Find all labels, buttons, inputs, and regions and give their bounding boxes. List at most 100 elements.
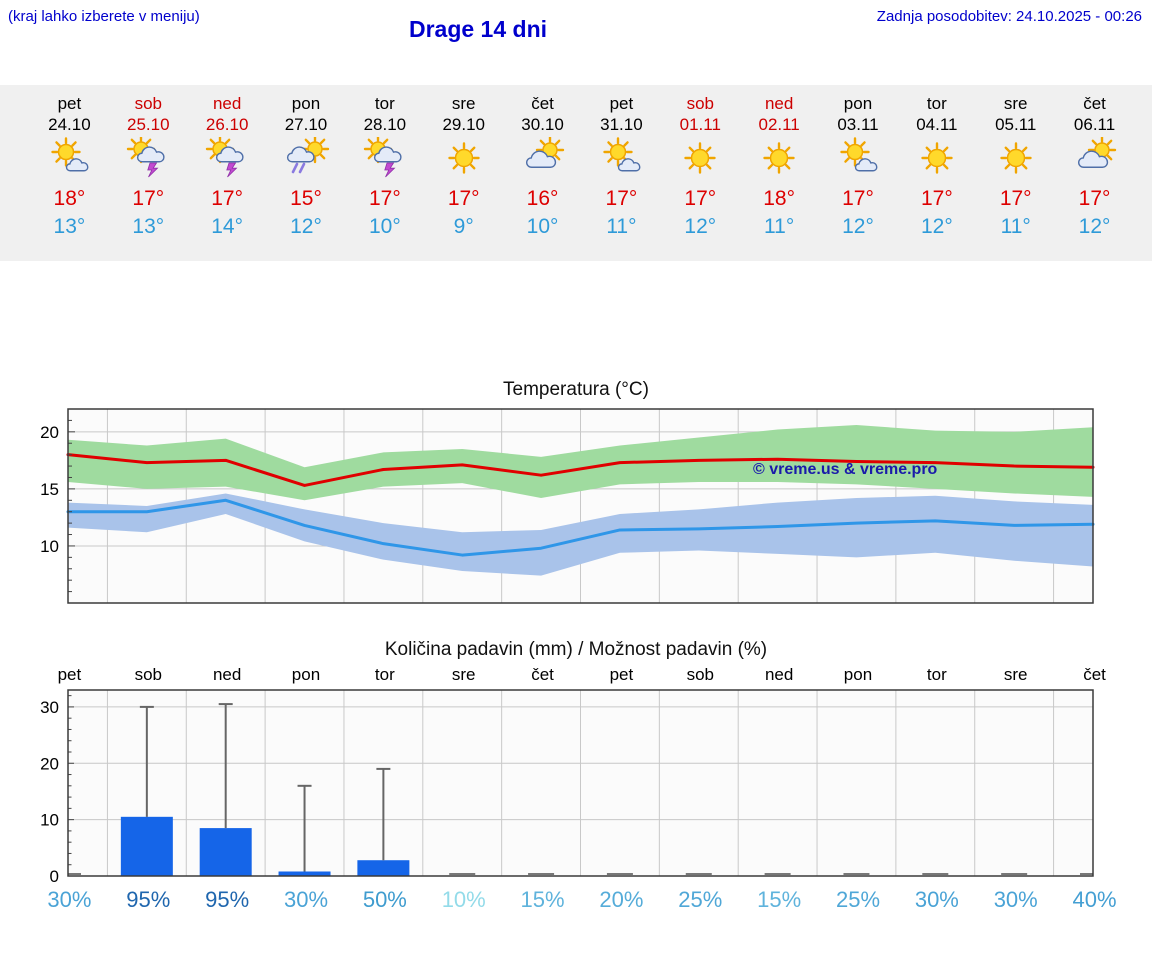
day-weather-icon-slot — [897, 137, 976, 181]
forecast-day: sre 05.11 17° 11° — [976, 93, 1055, 239]
precip-day-label: sre — [451, 665, 476, 684]
day-weather-icon-slot — [345, 137, 424, 181]
day-temp-max: 17° — [132, 187, 165, 210]
day-temp-min: 12° — [920, 215, 953, 238]
day-name: pet — [609, 94, 634, 113]
day-weather-icon-slot — [30, 137, 109, 181]
forecast-day: tor 28.10 17° 10° — [345, 93, 424, 239]
day-temp-min: 12° — [842, 215, 874, 238]
day-temp-min: 14° — [211, 215, 244, 238]
day-temp-max: 17° — [447, 187, 480, 210]
day-weather-icon-slot — [819, 137, 898, 181]
forecast-day: pet 31.10 17° 11° — [582, 93, 661, 239]
day-temp-min: 11° — [1000, 215, 1031, 238]
precip-probability-label: 30% — [914, 887, 959, 912]
day-weather-icon-slot — [267, 137, 346, 181]
day-weather-icon-slot — [740, 137, 819, 181]
thunderstorm-icon — [363, 137, 402, 178]
precipitation-chart: 0 10 20 30 — [40, 689, 1094, 883]
day-name: čet — [531, 94, 554, 113]
precip-day-label: čet — [1083, 665, 1106, 684]
day-date: 01.11 — [679, 115, 721, 134]
sun-small-cloud-icon — [840, 137, 878, 172]
day-date: 04.11 — [916, 115, 958, 134]
precip-probability-label: 15% — [520, 887, 565, 912]
precip-probability-label: 20% — [599, 887, 644, 912]
partly-cloudy-icon — [525, 137, 564, 168]
day-weather-icon-slot — [976, 137, 1055, 181]
precip-probability-label: 10% — [441, 887, 486, 912]
day-name: sre — [1003, 94, 1028, 113]
day-temp-min: 12° — [684, 215, 717, 238]
precip-day-label: sre — [1003, 665, 1028, 684]
day-temp-max: 17° — [920, 187, 953, 210]
precip-probability-label: 15% — [757, 887, 802, 912]
precip-day-label: sob — [686, 665, 714, 684]
precip-probability-label: 25% — [678, 887, 723, 912]
day-temp-max: 16° — [526, 187, 559, 210]
temperature-chart-title: Temperatura (°C) — [503, 379, 649, 400]
day-temp-max: 17° — [1078, 187, 1111, 210]
sunny-icon — [684, 142, 716, 174]
partly-cloudy-icon — [1077, 137, 1116, 168]
precip-probability-label: 95% — [126, 887, 171, 912]
sunny-icon — [1000, 142, 1032, 174]
day-weather-icon-slot — [424, 137, 503, 181]
day-weather-icon-slot — [582, 137, 661, 181]
precip-probability-label: 25% — [835, 887, 881, 912]
thunderstorm-icon — [205, 137, 244, 178]
precip-day-label: pon — [291, 665, 321, 684]
forecast-day: ned 02.11 18° 11° — [740, 93, 819, 239]
day-temp-min: 11° — [606, 215, 637, 238]
day-date: 25.10 — [127, 115, 170, 134]
day-temp-max: 17° — [211, 187, 244, 210]
day-temp-min: 11° — [764, 215, 795, 238]
day-weather-icon-slot — [109, 137, 188, 181]
day-temp-min: 10° — [368, 215, 401, 238]
svg-text:10: 10 — [40, 537, 59, 556]
precip-day-label: tor — [374, 665, 395, 684]
svg-text:30: 30 — [40, 698, 59, 717]
sun-small-cloud-icon — [51, 137, 89, 172]
thunderstorm-icon — [127, 137, 165, 178]
forecast-day: ned 26.10 17° 14° — [188, 93, 267, 239]
sun-small-cloud-icon — [603, 137, 641, 172]
day-date: 29.10 — [442, 115, 485, 134]
day-name: sob — [686, 94, 714, 113]
forecast-strip: pet 24.10 18° 13° sob 25.10 17° 13° ned 26.10 17° 1… — [0, 85, 1152, 261]
forecast-day: pon 27.10 15° 12° — [267, 93, 346, 239]
day-date: 03.11 — [837, 115, 879, 134]
day-name: tor — [926, 94, 947, 113]
day-name: pon — [291, 94, 321, 113]
precip-day-label: čet — [531, 665, 554, 684]
forecast-day: čet 30.10 16° 10° — [503, 93, 582, 239]
precip-day-labels: pet sob ned pon tor sre čet pet sob ned pon tor sre č… — [0, 665, 1152, 685]
forecast-day: pet 24.10 18° 13° — [30, 93, 109, 239]
day-name: sob — [134, 94, 162, 113]
day-date: 06.11 — [1073, 115, 1116, 134]
sunny-icon — [448, 142, 480, 174]
day-temp-min: 12° — [290, 215, 322, 238]
day-date: 05.11 — [995, 115, 1037, 134]
day-temp-max: 15° — [290, 187, 322, 210]
precip-probability-label: 40% — [1072, 887, 1117, 912]
day-temp-max: 17° — [999, 187, 1032, 210]
precip-probability-label: 30% — [283, 887, 329, 912]
day-temp-min: 10° — [526, 215, 559, 238]
copyright-watermark[interactable]: © vreme.us & vreme.pro — [753, 461, 938, 478]
day-temp-min: 12° — [1078, 215, 1111, 238]
day-name: ned — [764, 94, 794, 113]
day-date: 24.10 — [48, 115, 91, 134]
day-weather-icon-slot — [661, 137, 740, 181]
day-name: pet — [57, 94, 82, 113]
precip-day-label: tor — [926, 665, 947, 684]
day-date: 31.10 — [600, 115, 643, 134]
precip-day-label: pet — [57, 665, 82, 684]
temperature-chart-area: 10 15 20 © vreme.us & vreme.pro — [0, 407, 1152, 609]
day-name: tor — [374, 94, 395, 113]
precip-day-label: ned — [764, 665, 794, 684]
forecast-day: čet 06.11 17° 12° — [1055, 93, 1134, 239]
svg-text:20: 20 — [40, 423, 59, 442]
precip-chart-title: Količina padavin (mm) / Možnost padavin … — [384, 639, 768, 660]
day-weather-icon-slot — [1055, 137, 1134, 181]
